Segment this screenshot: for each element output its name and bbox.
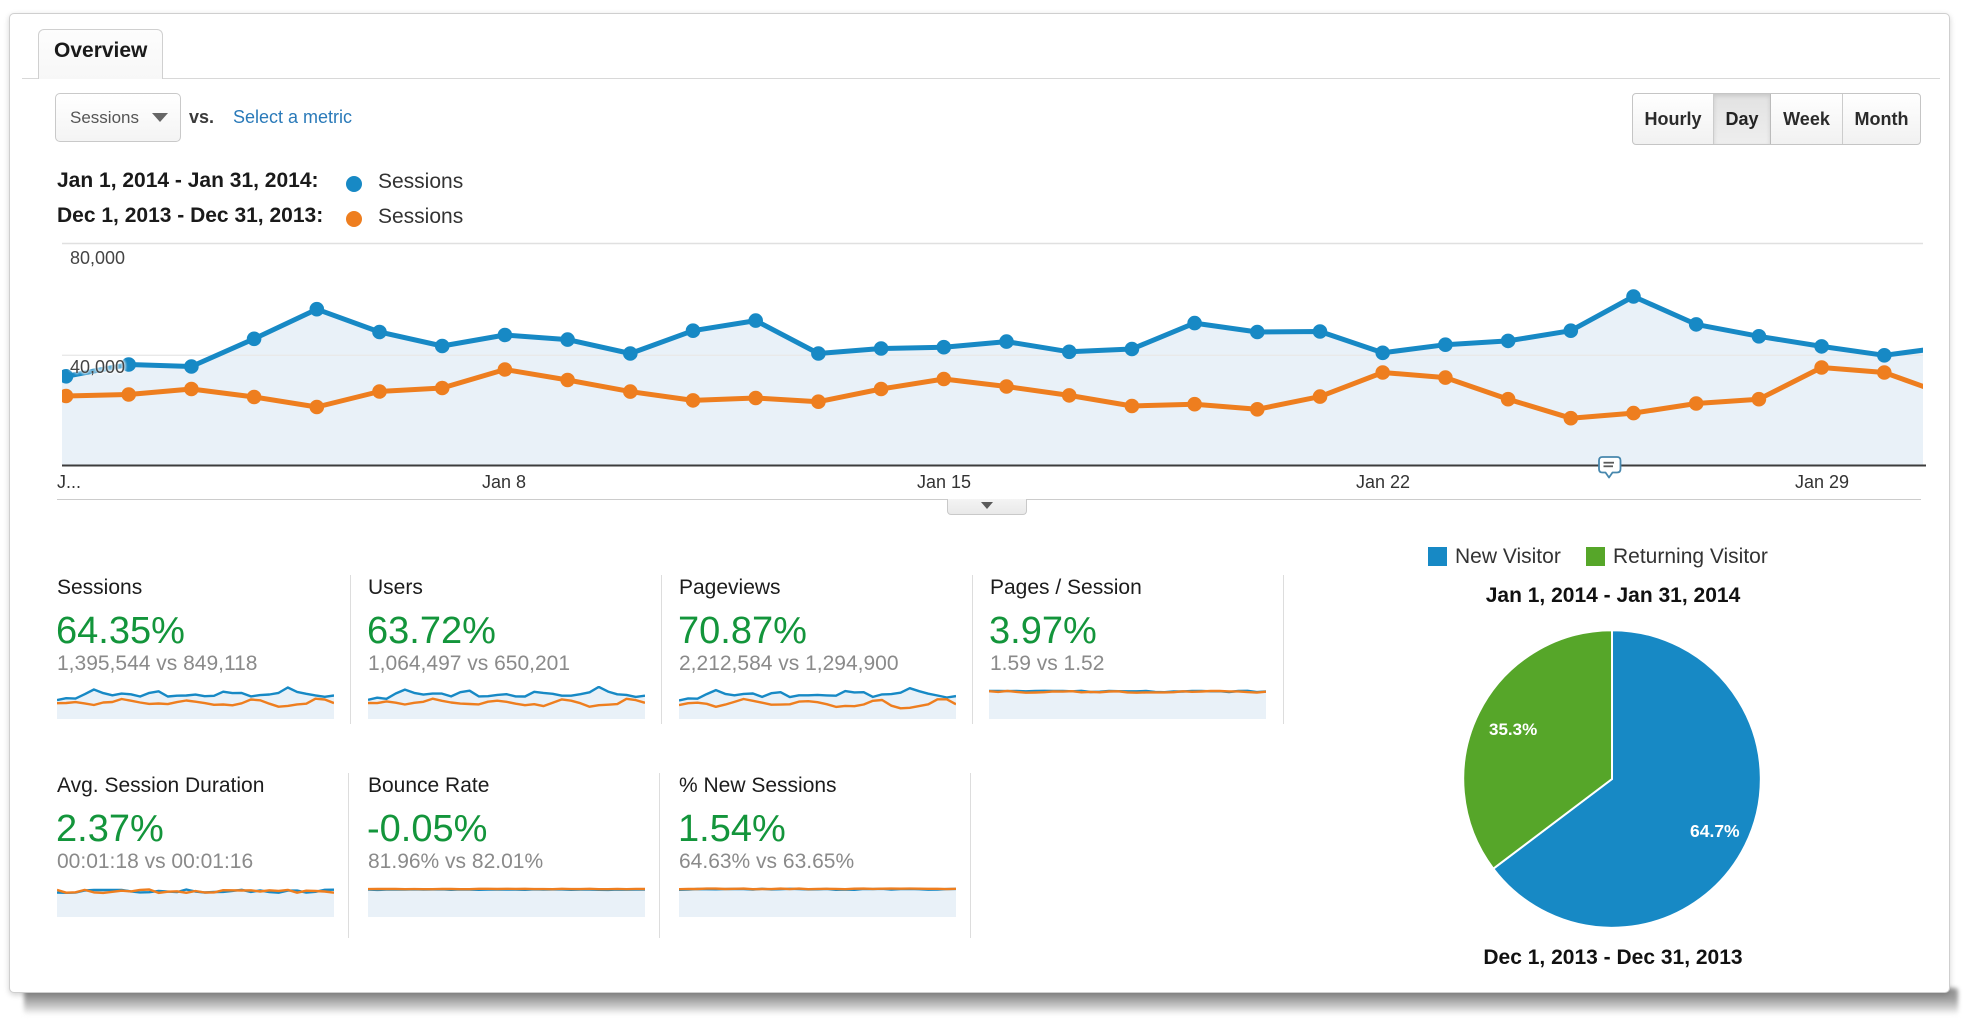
- svg-text:35.3%: 35.3%: [1489, 720, 1537, 739]
- svg-text:64.7%: 64.7%: [1690, 821, 1740, 841]
